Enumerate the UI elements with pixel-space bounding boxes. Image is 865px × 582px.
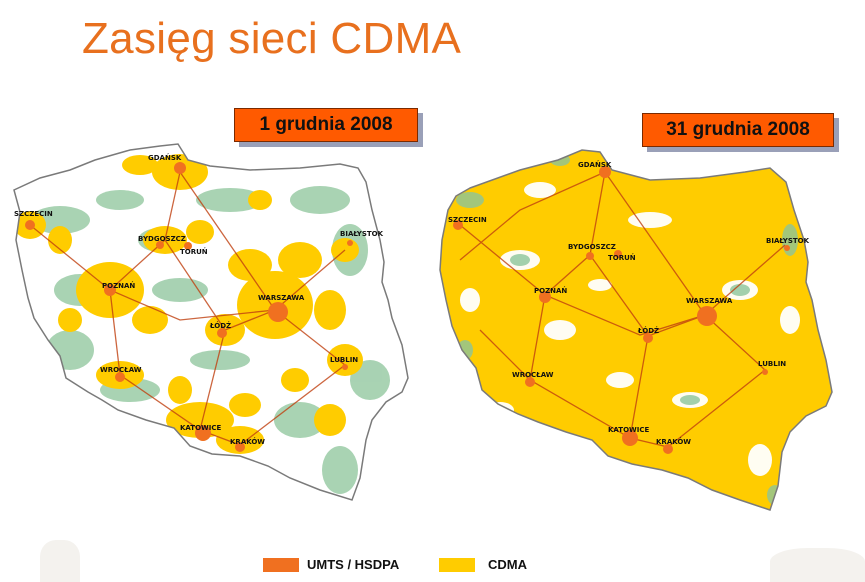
city-label: LUBLIN: [330, 356, 358, 364]
city-label: WARSZAWA: [686, 297, 733, 305]
urban-areas-left: [25, 162, 353, 452]
legend-swatch-cdma: [439, 558, 475, 572]
urban-areas-right: [453, 166, 790, 454]
legend-label-umts: UMTS / HSDPA: [307, 557, 400, 572]
uncovered-areas-right: [460, 182, 800, 476]
city-label: BIAŁYSTOK: [766, 237, 810, 245]
cdma-land-right: [440, 150, 832, 510]
city-label: TORUŃ: [608, 253, 636, 262]
legend-label-cdma: CDMA: [488, 557, 527, 572]
city-label: WROCŁAW: [512, 371, 554, 379]
city-label: WARSZAWA: [258, 294, 305, 302]
legend: UMTS / HSDPA CDMA: [0, 557, 865, 575]
city-label: TORUŃ: [180, 247, 208, 256]
city-label: BYDGOSZCZ: [138, 235, 186, 243]
map-right: [439, 149, 833, 511]
city-label: KRAKÓW: [230, 437, 265, 446]
city-label: WROCŁAW: [100, 366, 142, 374]
city-label: GDAŃSK: [578, 160, 612, 169]
watermark-right: [770, 548, 865, 582]
city-label: ŁÓDŹ: [209, 321, 231, 330]
city-label: POZNAŃ: [534, 286, 567, 295]
city-labels-left: GDAŃSK SZCZECIN BYDGOSZCZ TORUŃ BIAŁYSTO…: [14, 153, 384, 446]
city-label: SZCZECIN: [448, 216, 487, 224]
watermark-left: [40, 540, 80, 582]
date-label-right: 31 grudnia 2008: [642, 113, 834, 147]
city-label: SZCZECIN: [14, 210, 53, 218]
city-label: LUBLIN: [758, 360, 786, 368]
city-label: GDAŃSK: [148, 153, 182, 162]
city-label: KATOWICE: [608, 426, 649, 434]
city-label: BIAŁYSTOK: [340, 230, 384, 238]
map-left: [13, 143, 409, 501]
city-label: BYDGOSZCZ: [568, 243, 616, 251]
legend-swatch-umts: [263, 558, 299, 572]
roads-left: [29, 171, 346, 446]
city-label: KATOWICE: [180, 424, 221, 432]
city-label: KRAKÓW: [656, 437, 691, 446]
date-label-left: 1 grudnia 2008: [234, 108, 418, 142]
city-label: POZNAŃ: [102, 281, 135, 290]
city-label: ŁÓDŹ: [637, 326, 659, 335]
city-labels-right: GDAŃSK SZCZECIN BYDGOSZCZ TORUŃ BIAŁYSTO…: [448, 160, 810, 446]
page-title: Zasięg sieci CDMA: [82, 14, 462, 63]
